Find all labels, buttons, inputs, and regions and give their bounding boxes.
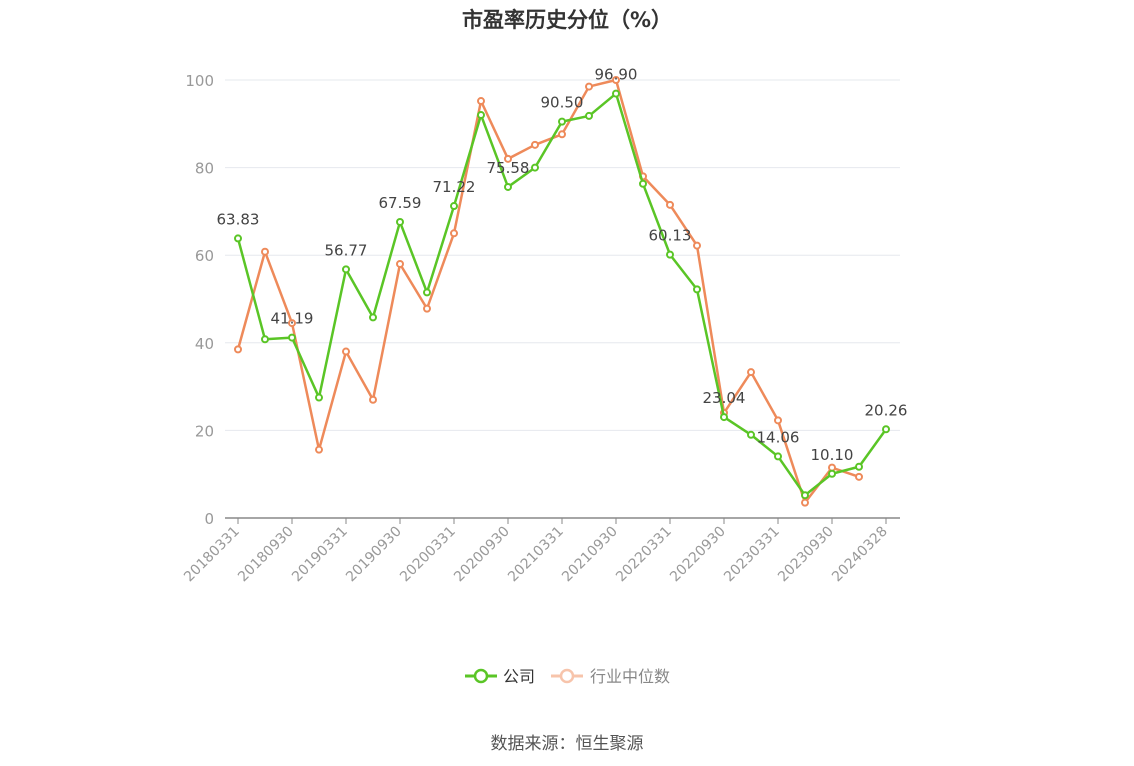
- data-point[interactable]: [504, 182, 512, 191]
- data-point[interactable]: [693, 285, 701, 294]
- data-point[interactable]: [828, 469, 836, 478]
- data-point[interactable]: [288, 319, 296, 328]
- chart-title: 市盈率历史分位（%）: [461, 8, 673, 32]
- data-label: 10.10: [811, 446, 854, 464]
- data-point[interactable]: [234, 234, 242, 243]
- data-point[interactable]: [477, 97, 485, 106]
- y-axis-ticks: 0 20 40 60 80 100: [185, 72, 214, 528]
- data-label: 41.19: [271, 310, 314, 328]
- x-tick-label: 20220331: [613, 524, 675, 586]
- data-label: 71.22: [433, 178, 476, 196]
- data-point[interactable]: [315, 393, 323, 402]
- y-tick-label: 20: [195, 422, 214, 440]
- data-point[interactable]: [450, 229, 458, 238]
- data-point[interactable]: [558, 130, 566, 139]
- data-point[interactable]: [342, 347, 350, 356]
- data-point[interactable]: [477, 111, 485, 120]
- data-label: 56.77: [325, 241, 368, 259]
- x-tick-label: 20240328: [829, 524, 891, 586]
- data-point[interactable]: [882, 425, 890, 434]
- data-point[interactable]: [288, 333, 296, 342]
- data-label: 60.13: [649, 227, 692, 245]
- data-point[interactable]: [747, 368, 755, 377]
- data-label: 14.06: [757, 428, 800, 446]
- data-point[interactable]: [720, 413, 728, 422]
- data-point[interactable]: [747, 430, 755, 439]
- data-point[interactable]: [693, 241, 701, 250]
- data-labels: 63.83 41.19 56.77 67.59 71.22 75.58 90.50 96.90…: [217, 66, 908, 464]
- data-label: 20.26: [865, 401, 908, 419]
- x-tick-label: 20220930: [667, 524, 729, 586]
- series-0: [234, 89, 890, 500]
- legend-label: 行业中位数: [590, 667, 670, 686]
- data-point[interactable]: [261, 247, 269, 256]
- y-tick-label: 100: [185, 72, 214, 90]
- x-tick-label: 20180930: [235, 524, 297, 586]
- data-point[interactable]: [612, 76, 620, 84]
- data-source: 数据来源：恒生聚源: [490, 734, 644, 754]
- data-point[interactable]: [234, 345, 242, 354]
- data-point[interactable]: [585, 82, 593, 91]
- data-point[interactable]: [396, 259, 404, 268]
- legend-marker: [473, 668, 489, 684]
- data-label: 96.90: [595, 66, 638, 84]
- series-line: [236, 78, 860, 504]
- legend-label: 公司: [503, 667, 535, 686]
- data-point[interactable]: [315, 445, 323, 454]
- data-label: 67.59: [379, 194, 422, 212]
- series-1: [234, 76, 863, 507]
- y-tick-label: 40: [195, 335, 214, 353]
- data-point[interactable]: [801, 491, 809, 500]
- x-axis: 2018033120180930201903312019093020200331…: [181, 517, 900, 586]
- data-point[interactable]: [666, 250, 674, 259]
- data-point[interactable]: [612, 89, 620, 98]
- legend-item-1[interactable]: 行业中位数: [551, 667, 670, 686]
- y-tick-label: 0: [204, 510, 214, 528]
- x-tick-label: 20190930: [343, 524, 405, 586]
- x-tick-label: 20210930: [559, 524, 621, 586]
- data-point[interactable]: [261, 335, 269, 344]
- data-point[interactable]: [855, 462, 863, 471]
- data-point[interactable]: [558, 117, 566, 126]
- data-point[interactable]: [639, 179, 647, 188]
- x-tick-label: 20230331: [721, 524, 783, 586]
- data-point[interactable]: [855, 472, 863, 481]
- x-tick-label: 20180331: [181, 524, 243, 586]
- data-label: 75.58: [487, 159, 530, 177]
- data-point[interactable]: [531, 163, 539, 172]
- data-point[interactable]: [396, 217, 404, 226]
- data-point[interactable]: [369, 313, 377, 322]
- data-label: 90.50: [541, 94, 584, 112]
- y-tick-label: 60: [195, 247, 214, 265]
- data-point[interactable]: [666, 200, 674, 209]
- x-tick-label: 20200930: [451, 524, 513, 586]
- x-tick-label: 20230930: [775, 524, 837, 586]
- x-tick-label: 20210331: [505, 524, 567, 586]
- legend-marker: [559, 668, 575, 684]
- grid-lines: [225, 79, 900, 431]
- data-point[interactable]: [369, 395, 377, 404]
- data-point[interactable]: [801, 498, 809, 507]
- x-tick-label: 20200331: [397, 524, 459, 586]
- data-point[interactable]: [423, 288, 431, 297]
- data-point[interactable]: [423, 304, 431, 313]
- data-point[interactable]: [531, 140, 539, 149]
- data-label: 23.04: [703, 389, 746, 407]
- data-label: 63.83: [217, 210, 260, 228]
- y-tick-label: 80: [195, 160, 214, 178]
- data-point[interactable]: [774, 416, 782, 425]
- data-point[interactable]: [774, 452, 782, 461]
- legend-item-0[interactable]: 公司: [465, 667, 535, 686]
- x-tick-label: 20190331: [289, 524, 351, 586]
- data-point[interactable]: [585, 111, 593, 120]
- data-point[interactable]: [450, 202, 458, 211]
- data-point[interactable]: [342, 265, 350, 274]
- legend[interactable]: 公司 行业中位数: [465, 667, 670, 686]
- data-point[interactable]: [504, 154, 512, 163]
- data-point[interactable]: [828, 463, 836, 472]
- series-group: [234, 76, 890, 507]
